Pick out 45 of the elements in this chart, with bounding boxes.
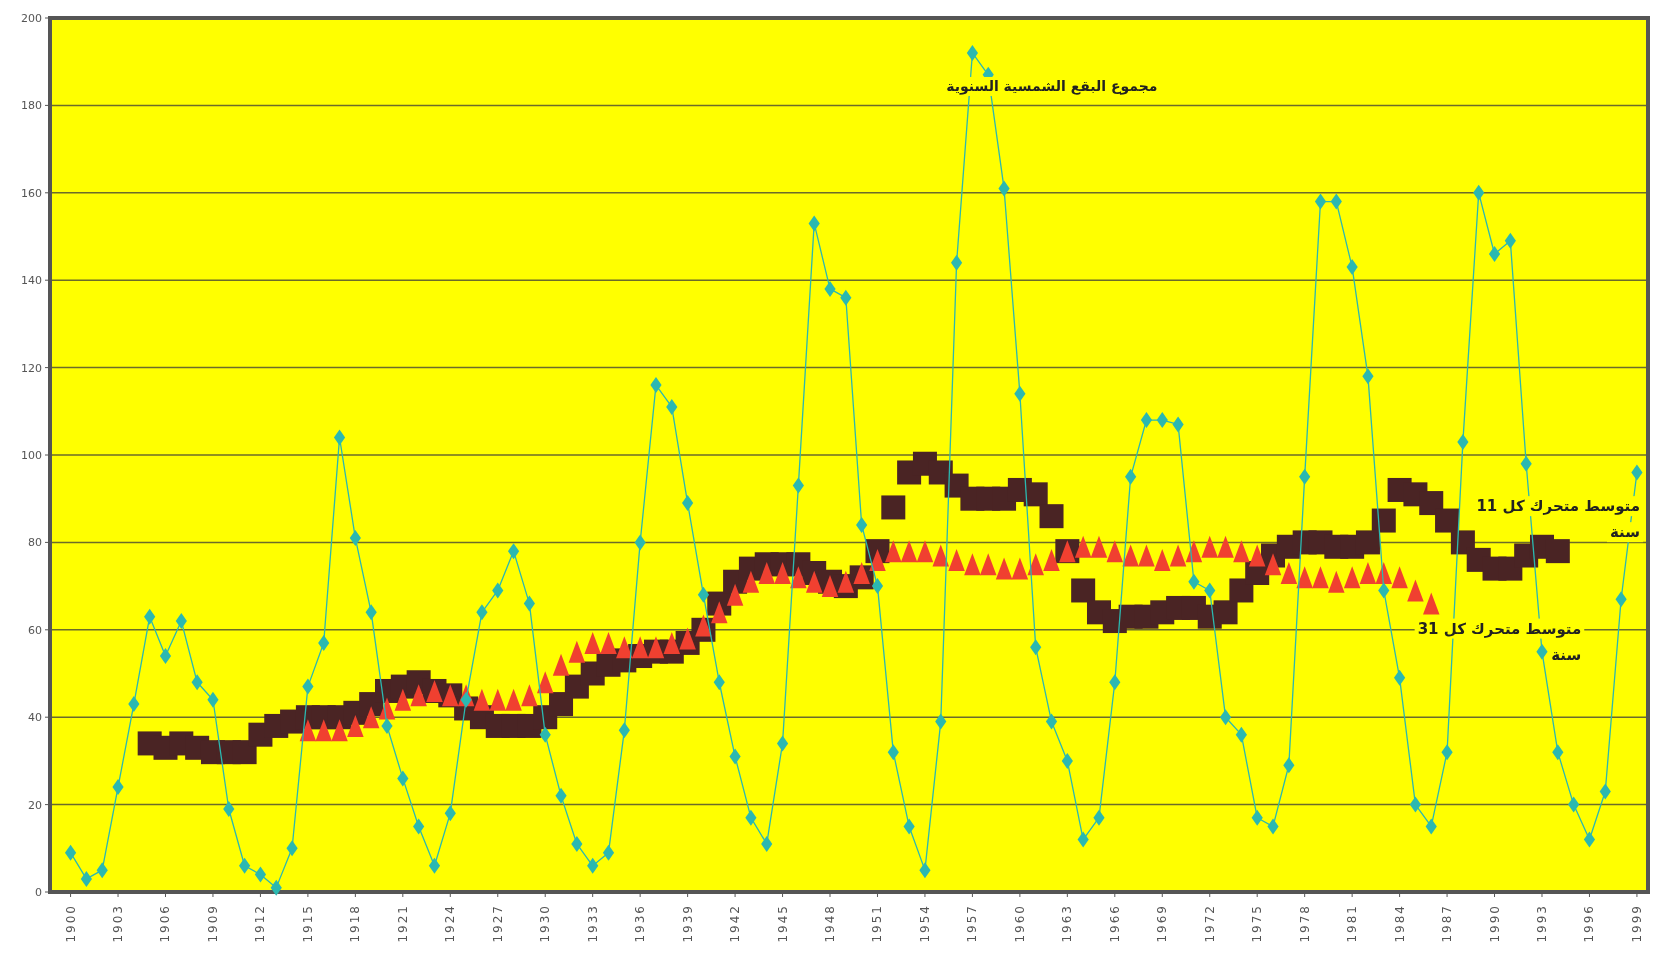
y-tick-label: 40 bbox=[28, 711, 42, 725]
x-tick-label: 1921 bbox=[395, 904, 410, 943]
y-tick-label: 100 bbox=[21, 449, 42, 462]
x-tick-label: 1990 bbox=[1487, 904, 1502, 943]
x-tick-label: 1984 bbox=[1392, 904, 1407, 943]
y-tick-label: 160 bbox=[21, 186, 42, 200]
x-tick-label: 1963 bbox=[1060, 904, 1075, 943]
x-tick-label: 1975 bbox=[1250, 904, 1265, 943]
x-tick-label: 1969 bbox=[1155, 904, 1170, 943]
x-tick-label: 1957 bbox=[965, 904, 980, 943]
y-tick-label: 60 bbox=[28, 623, 42, 637]
y-tick-label: 200 bbox=[21, 12, 42, 25]
x-tick-label: 1966 bbox=[1107, 904, 1122, 943]
x-tick-label: 1951 bbox=[870, 904, 885, 943]
x-tick-label: 1939 bbox=[680, 904, 695, 943]
x-tick-label: 1993 bbox=[1534, 904, 1549, 943]
x-tick-label: 1915 bbox=[300, 904, 315, 943]
x-tick-label: 1948 bbox=[823, 904, 838, 943]
y-tick-label: 180 bbox=[21, 99, 42, 113]
x-tick-label: 1942 bbox=[728, 904, 743, 943]
x-tick-label: 1933 bbox=[585, 904, 600, 943]
x-tick-label: 1936 bbox=[633, 904, 648, 943]
x-tick-label: 1909 bbox=[205, 904, 220, 943]
y-tick-label: 0 bbox=[35, 886, 42, 899]
x-tick-label: 1927 bbox=[490, 904, 505, 943]
x-tick-label: 1978 bbox=[1297, 904, 1312, 943]
x-tick-label: 1945 bbox=[775, 904, 790, 943]
x-tick-label: 1954 bbox=[917, 904, 932, 943]
x-tick-label: 1906 bbox=[158, 904, 173, 943]
x-tick-label: 1930 bbox=[538, 904, 553, 943]
y-tick-label: 140 bbox=[21, 274, 42, 288]
x-tick-label: 1960 bbox=[1012, 904, 1027, 943]
x-tick-label: 1981 bbox=[1345, 904, 1360, 943]
x-tick-label: 1999 bbox=[1629, 904, 1644, 943]
x-tick-label: 1912 bbox=[253, 904, 268, 943]
x-tick-label: 1900 bbox=[63, 904, 78, 943]
x-tick-label: 1996 bbox=[1582, 904, 1597, 943]
x-tick-label: 1972 bbox=[1202, 904, 1217, 943]
y-tick-label: 80 bbox=[28, 536, 42, 550]
y-tick-label: 120 bbox=[21, 361, 42, 375]
x-tick-label: 1987 bbox=[1440, 904, 1455, 943]
x-tick-label: 1924 bbox=[443, 904, 458, 943]
x-tick-label: 1918 bbox=[348, 904, 363, 943]
y-tick-label: 20 bbox=[28, 798, 42, 812]
x-tick-label: 1903 bbox=[111, 904, 126, 943]
